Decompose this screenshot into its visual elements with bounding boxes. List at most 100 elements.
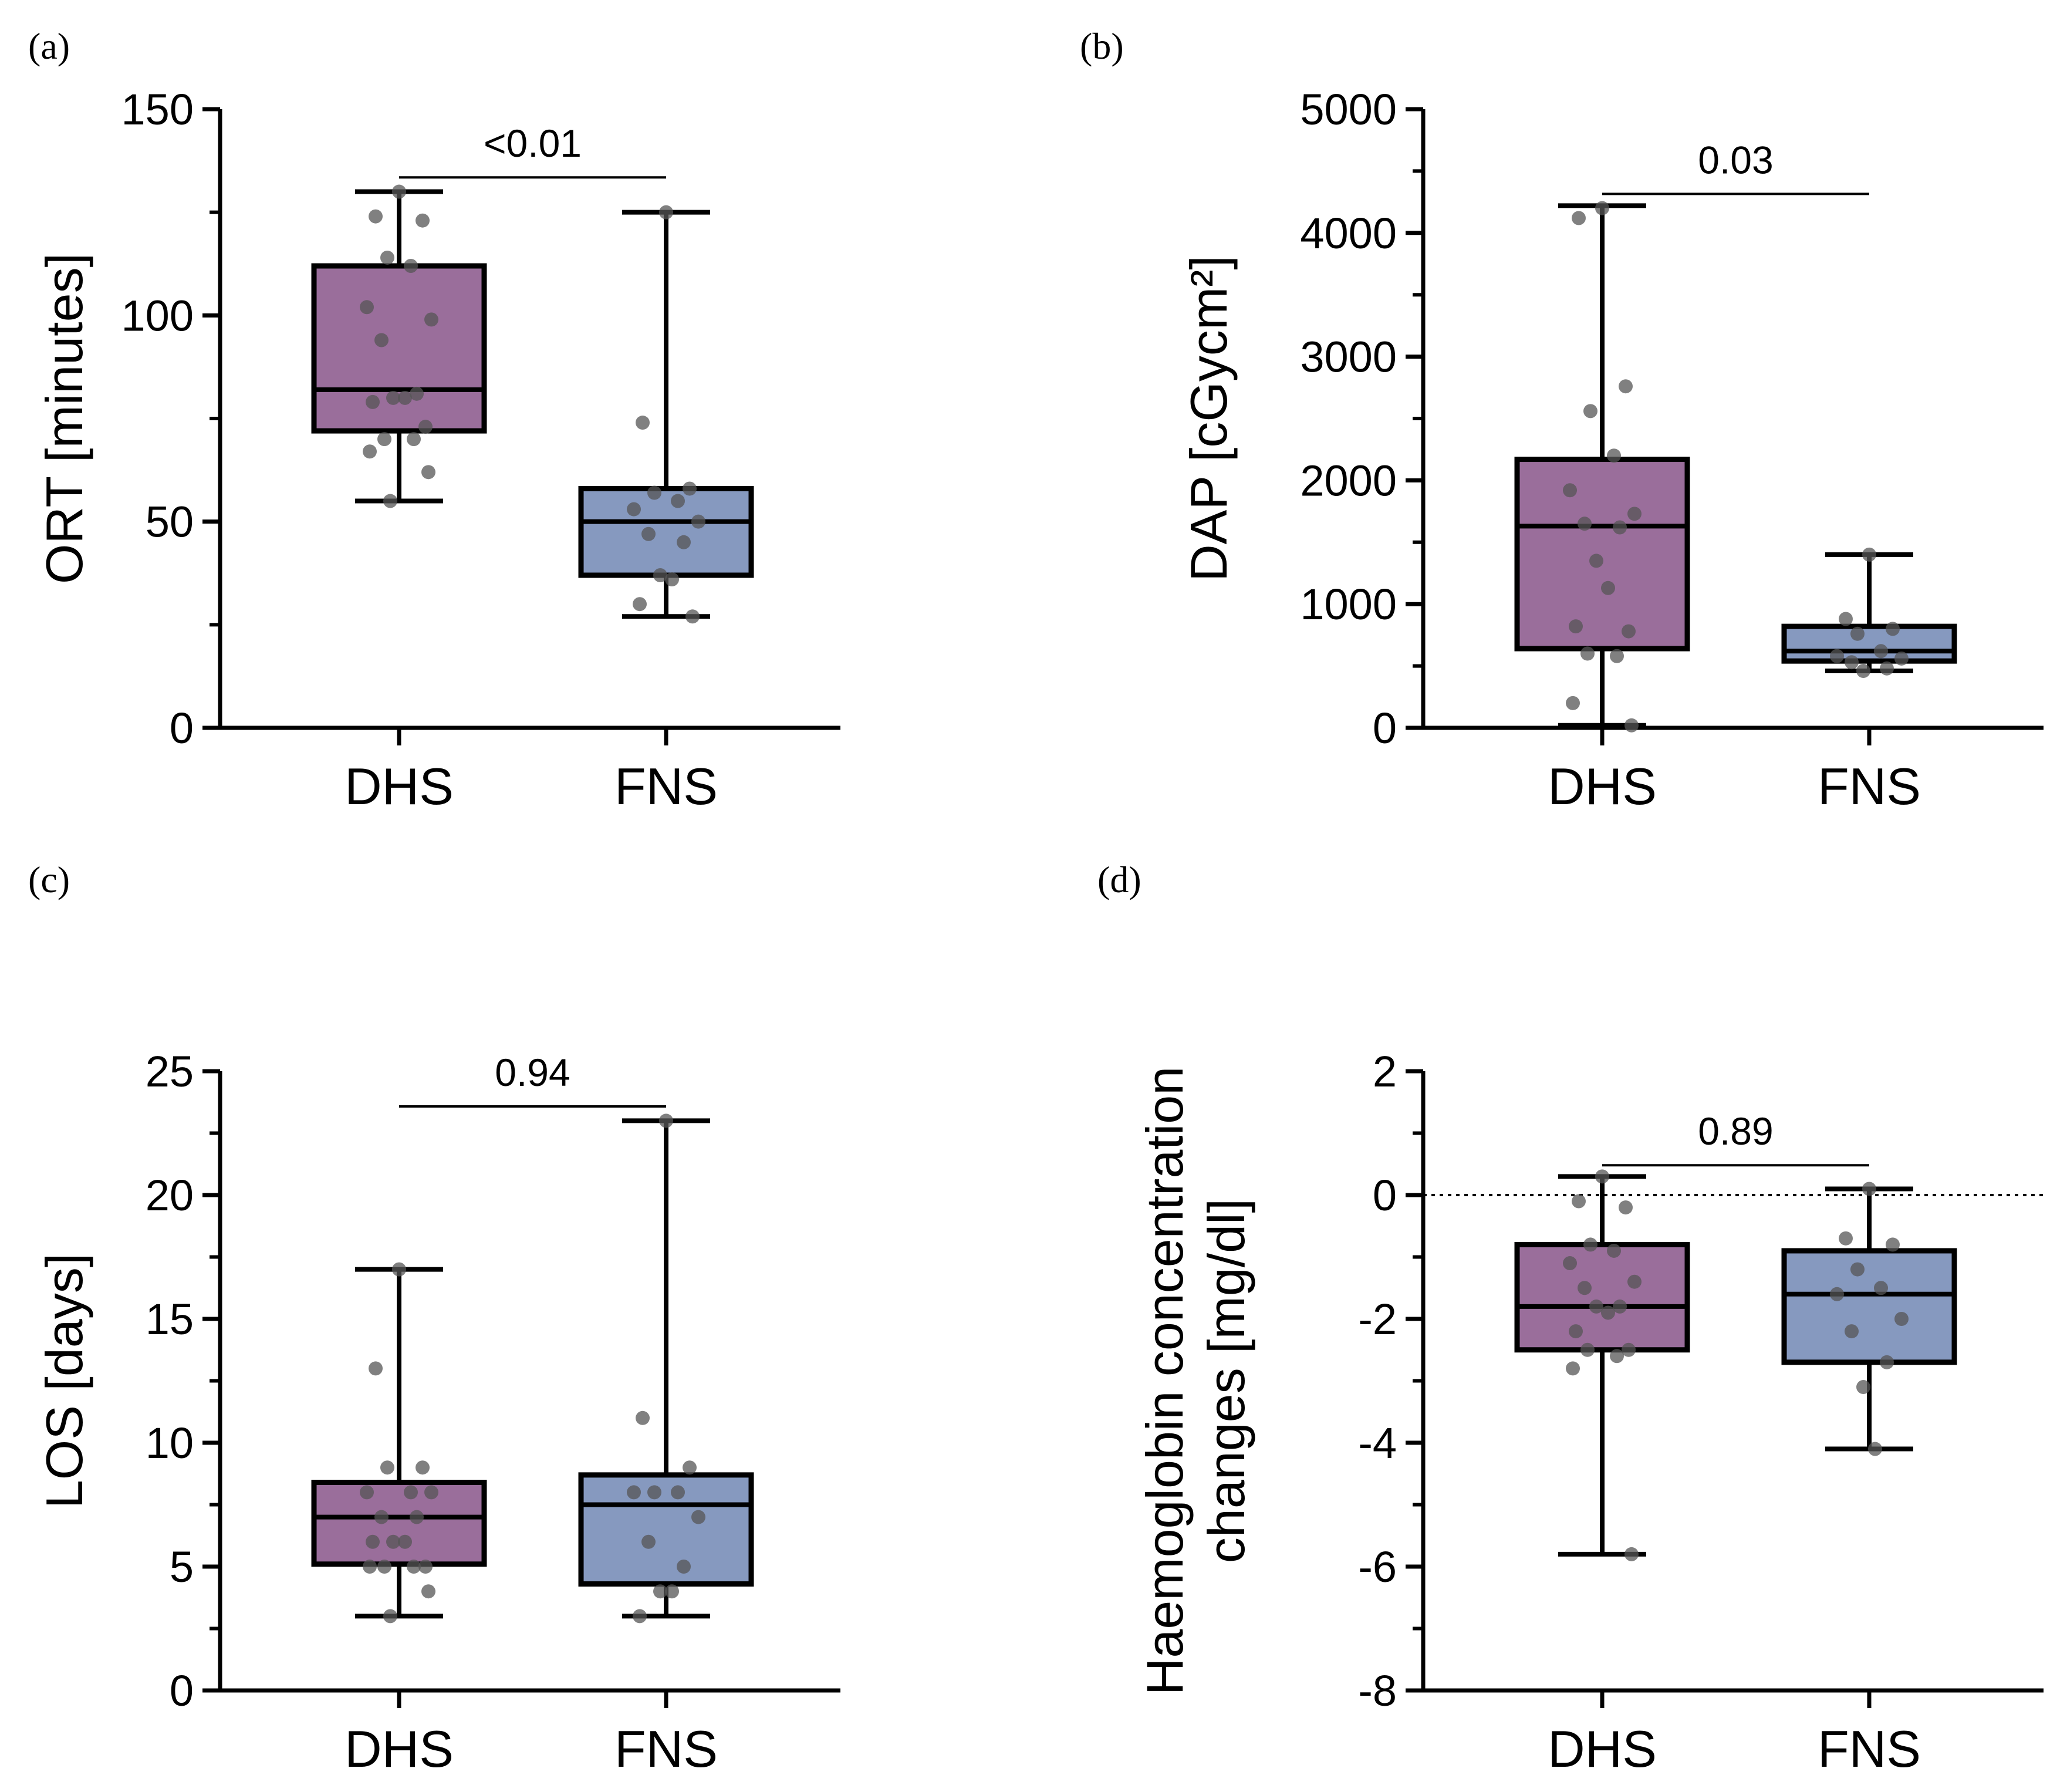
x-category-label: DHS xyxy=(344,757,454,815)
data-point xyxy=(363,1560,377,1574)
data-point xyxy=(1578,1281,1592,1295)
panel-c: (c) 0 5 10 15 20 25 LOS [days] DHS FNS 0.94 xyxy=(28,859,840,1778)
y-tick-label: 3000 xyxy=(1300,333,1397,382)
data-point xyxy=(407,1560,421,1574)
box-dhs xyxy=(311,1262,487,1624)
data-point xyxy=(685,609,700,624)
y-tick-label: 2000 xyxy=(1300,456,1397,505)
data-point xyxy=(1830,1287,1844,1301)
data-point xyxy=(1839,1231,1853,1246)
data-point xyxy=(683,1460,697,1475)
data-point xyxy=(665,1584,679,1599)
data-point xyxy=(1607,448,1621,463)
data-point xyxy=(633,597,647,612)
data-point xyxy=(1595,201,1609,215)
y-axis-title-text: DAP [cGycm²] xyxy=(1180,255,1238,582)
data-point xyxy=(1563,1256,1577,1271)
data-point xyxy=(1874,644,1888,659)
data-point xyxy=(1627,1274,1642,1289)
data-point xyxy=(380,1460,394,1475)
data-point xyxy=(653,1584,667,1599)
iqr-box xyxy=(1781,623,1957,664)
x-category-label: FNS xyxy=(1818,1720,1921,1778)
y-tick-label: 2 xyxy=(1373,1047,1397,1096)
data-point xyxy=(1624,718,1639,733)
y-tick-label: 150 xyxy=(121,85,194,134)
data-point xyxy=(1569,1324,1583,1339)
y-tick-label: 0 xyxy=(170,1666,194,1715)
box-dhs xyxy=(1514,1169,1690,1561)
y-tick-label: 5000 xyxy=(1300,85,1397,134)
data-point xyxy=(424,312,438,327)
data-point xyxy=(677,1560,691,1574)
panel-label: (a) xyxy=(28,25,70,67)
data-point xyxy=(1886,1237,1900,1252)
p-value-label: 0.94 xyxy=(495,1051,570,1094)
y-tick-label: 5 xyxy=(170,1543,194,1591)
data-point xyxy=(410,1510,424,1524)
data-point xyxy=(416,1460,430,1475)
y-axis-title: LOS [days] xyxy=(35,1253,93,1508)
data-point xyxy=(636,416,650,430)
data-point xyxy=(392,184,406,199)
box-dhs xyxy=(311,184,487,508)
data-point xyxy=(1613,520,1627,535)
y-axis-title-line: changes [mg/dl] xyxy=(1197,1199,1255,1563)
data-point xyxy=(1627,507,1642,521)
data-point xyxy=(1569,619,1583,634)
y-axis-title: DAP [cGycm²] xyxy=(1180,255,1238,582)
data-point xyxy=(1874,1281,1888,1295)
y-axis-title-text: ORT [minutes] xyxy=(35,253,93,584)
x-category-label: FNS xyxy=(1818,757,1921,815)
y-tick-label: 1000 xyxy=(1300,580,1397,629)
data-point xyxy=(404,1485,418,1500)
data-point xyxy=(691,1510,705,1524)
data-point xyxy=(377,1560,391,1574)
panel-label: (d) xyxy=(1097,859,1141,900)
data-point xyxy=(410,386,424,401)
data-point xyxy=(1566,1361,1580,1376)
data-point xyxy=(677,535,691,549)
data-point xyxy=(1880,661,1894,676)
y-tick-label: 50 xyxy=(146,498,194,546)
data-point xyxy=(392,1262,406,1277)
data-point xyxy=(1622,1342,1636,1357)
y-axis-title: ORT [minutes] xyxy=(35,253,93,584)
panel-a: (a) 0 50 100 150 ORT [minutes] DHS FNS <0.01 xyxy=(28,25,840,815)
box-fns xyxy=(578,205,754,624)
iqr-box xyxy=(1781,1248,1957,1365)
data-point xyxy=(421,465,435,480)
y-axis-title-line: Haemoglobin concentration xyxy=(1136,1067,1194,1695)
data-point xyxy=(1619,379,1633,394)
iqr-box xyxy=(311,263,487,434)
data-point xyxy=(691,514,705,529)
data-point xyxy=(659,1113,673,1128)
data-point xyxy=(627,1485,641,1500)
data-point xyxy=(1572,211,1586,225)
data-point xyxy=(1845,1324,1859,1339)
data-point xyxy=(421,1584,435,1599)
p-value-label: <0.01 xyxy=(484,122,582,165)
data-point xyxy=(671,1485,685,1500)
data-point xyxy=(1868,1442,1882,1456)
panel-label: (b) xyxy=(1080,25,1124,67)
y-tick-label: -6 xyxy=(1358,1543,1397,1591)
data-point xyxy=(1583,1237,1597,1252)
y-tick-label: 0 xyxy=(1373,704,1397,752)
x-category-label: DHS xyxy=(344,1720,454,1778)
data-point xyxy=(633,1609,647,1624)
data-point xyxy=(366,1534,380,1549)
y-tick-label: 15 xyxy=(146,1295,194,1344)
data-point xyxy=(1894,1312,1909,1326)
data-point xyxy=(1830,649,1844,663)
data-point xyxy=(369,209,383,224)
data-point xyxy=(659,205,673,220)
data-point xyxy=(1624,1547,1639,1561)
data-point xyxy=(398,1534,412,1549)
data-point xyxy=(369,1361,383,1376)
data-point xyxy=(360,1485,374,1500)
data-point xyxy=(641,1534,656,1549)
data-point xyxy=(424,1485,438,1500)
data-point xyxy=(641,527,656,541)
